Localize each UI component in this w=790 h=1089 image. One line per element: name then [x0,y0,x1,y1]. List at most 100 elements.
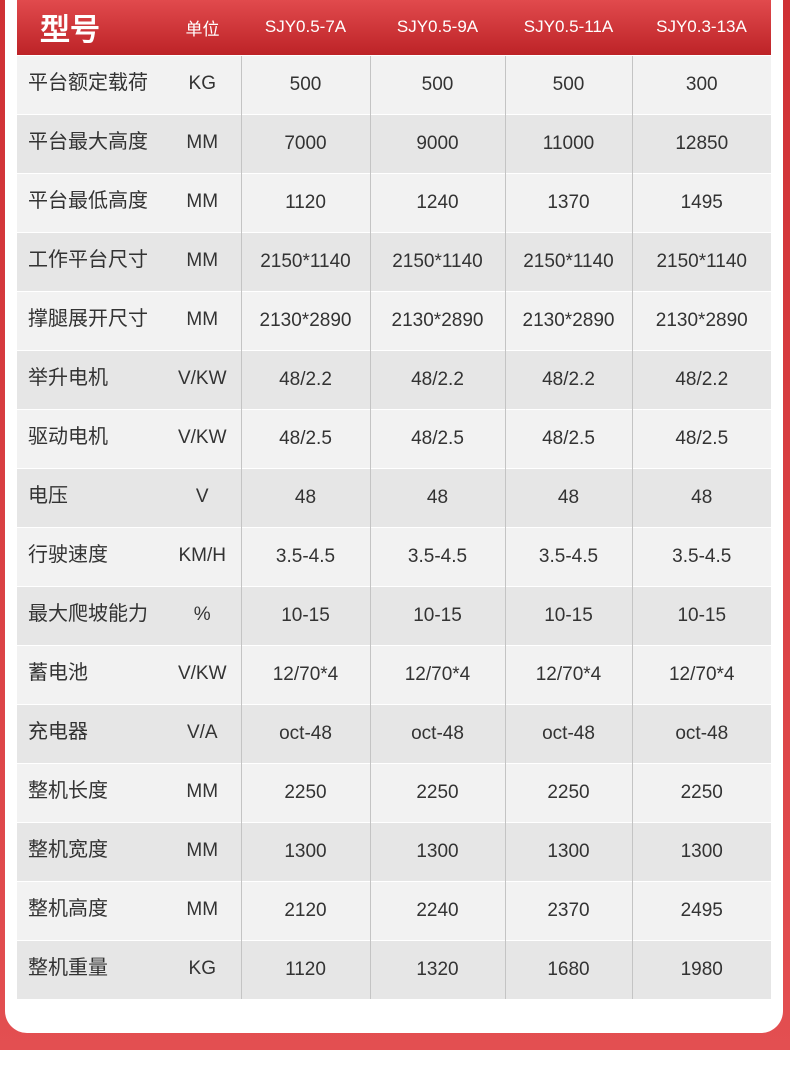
spec-unit: KM/H [164,526,241,586]
table-row: 整机宽度 MM 1300 1300 1300 1300 [17,821,771,881]
spec-name: 平台最低高度 [17,172,164,232]
spec-name: 行驶速度 [17,526,164,586]
spec-value: 12850 [631,113,771,173]
spec-value: 1370 [504,172,632,232]
spec-value: oct-48 [631,703,771,763]
spec-name: 最大爬坡能力 [17,585,164,645]
spec-value: 2370 [504,880,632,940]
spec-value: 1320 [369,939,505,999]
spec-name: 整机宽度 [17,821,164,881]
table-row: 电压 V 48 48 48 48 [17,467,771,527]
header-unit: 单位 [185,19,220,39]
spec-name: 蓄电池 [17,644,164,704]
spec-value: 3.5-4.5 [631,526,771,586]
spec-unit: V/A [164,703,241,763]
spec-value: 48 [240,467,370,527]
spec-value: 3.5-4.5 [240,526,370,586]
spec-name: 驱动电机 [17,408,164,468]
spec-value: 7000 [240,113,370,173]
spec-value: 11000 [504,113,632,173]
table-row: 蓄电池 V/KW 12/70*4 12/70*4 12/70*4 12/70*4 [17,644,771,704]
spec-unit: V/KW [164,349,241,409]
spec-value: 48 [369,467,505,527]
spec-value: 48/2.2 [631,349,771,409]
spec-value: 1980 [631,939,771,999]
spec-name: 工作平台尺寸 [17,231,164,291]
spec-unit: V [164,467,241,527]
spec-value: 300 [631,54,771,114]
spec-name: 平台额定载荷 [17,54,164,114]
spec-name: 整机高度 [17,880,164,940]
spec-value: 1495 [631,172,771,232]
spec-value: oct-48 [240,703,370,763]
header-title: 型号 [40,14,100,48]
spec-value: 1120 [240,172,370,232]
spec-value: 12/70*4 [504,644,632,704]
spec-value: 10-15 [369,585,505,645]
spec-name: 撑腿展开尺寸 [17,290,164,350]
spec-value: 1300 [240,821,370,881]
spec-value: 48/2.5 [240,408,370,468]
spec-value: 2250 [369,762,505,822]
spec-value: 9000 [369,113,505,173]
table-header: 型号 单位 SJY0.5-7A SJY0.5-9A SJY0.5-11A SJY… [17,0,771,55]
spec-value: 1680 [504,939,632,999]
spec-name: 平台最大高度 [17,113,164,173]
spec-value: 2250 [504,762,632,822]
spec-value: 10-15 [240,585,370,645]
header-model: SJY0.3-13A [656,17,747,37]
spec-value: 2250 [240,762,370,822]
spec-value: 48 [631,467,771,527]
spec-value: 2150*1140 [369,231,505,291]
spec-value: 1240 [369,172,505,232]
table-row: 最大爬坡能力% 10-15 10-15 10-15 10-15 [17,585,771,645]
table-row: 充电器 V/A oct-48 oct-48 oct-48 oct-48 [17,703,771,763]
spec-value: 1300 [369,821,505,881]
spec-value: 2250 [631,762,771,822]
spec-value: oct-48 [369,703,505,763]
spec-value: 1120 [240,939,370,999]
spec-unit: MM [164,231,241,291]
spec-value: 12/70*4 [631,644,771,704]
spec-value: 2495 [631,880,771,940]
table-row: 行驶速度 KM/H 3.5-4.5 3.5-4.5 3.5-4.5 3.5-4.5 [17,526,771,586]
spec-value: 48/2.2 [369,349,505,409]
spec-value: 500 [240,54,370,114]
table-row: 工作平台尺寸 MM 2150*1140 2150*1140 2150*1140 2150*… [17,231,771,291]
spec-value: 2130*2890 [240,290,370,350]
spec-value: 1300 [504,821,632,881]
spec-value: 12/70*4 [240,644,370,704]
spec-value: 3.5-4.5 [369,526,505,586]
spec-unit: MM [164,762,241,822]
spec-value: 2130*2890 [631,290,771,350]
spec-value: 48/2.2 [240,349,370,409]
spec-value: 48/2.5 [504,408,632,468]
header-model: SJY0.5-11A [523,17,614,37]
spec-table: 型号 单位 SJY0.5-7A SJY0.5-9A SJY0.5-11A SJY… [17,0,771,999]
spec-unit: MM [164,290,241,350]
table-row: 平台额定载荷 KG 500 500 500 300 [17,54,771,114]
spec-value: 2130*2890 [369,290,505,350]
spec-value: 2150*1140 [631,231,771,291]
table-row: 整机高度 MM 2120 2240 2370 2495 [17,880,771,940]
spec-unit: KG [164,939,241,999]
spec-unit: KG [164,54,241,114]
spec-value: 500 [504,54,632,114]
spec-name: 充电器 [17,703,164,763]
spec-value: 1300 [631,821,771,881]
spec-name: 举升电机 [17,349,164,409]
spec-unit: MM [164,113,241,173]
spec-value: 48/2.5 [369,408,505,468]
table-row: 举升电机 V/KW 48/2.2 48/2.2 48/2.2 48/2.2 [17,349,771,409]
header-model: SJY0.5-7A [264,17,347,37]
spec-value: 3.5-4.5 [504,526,632,586]
header-model: SJY0.5-9A [396,17,479,37]
table-row: 整机重量 KG 1120 1320 1680 1980 [17,939,771,999]
table-row: 整机长度 MM 2250 2250 2250 2250 [17,762,771,822]
table-row: 驱动电机 V/KW 48/2.5 48/2.5 48/2.5 48/2.5 [17,408,771,468]
spec-value: 48/2.5 [631,408,771,468]
spec-unit: MM [164,821,241,881]
spec-name: 电压 [17,467,164,527]
spec-value: oct-48 [504,703,632,763]
spec-value: 12/70*4 [369,644,505,704]
